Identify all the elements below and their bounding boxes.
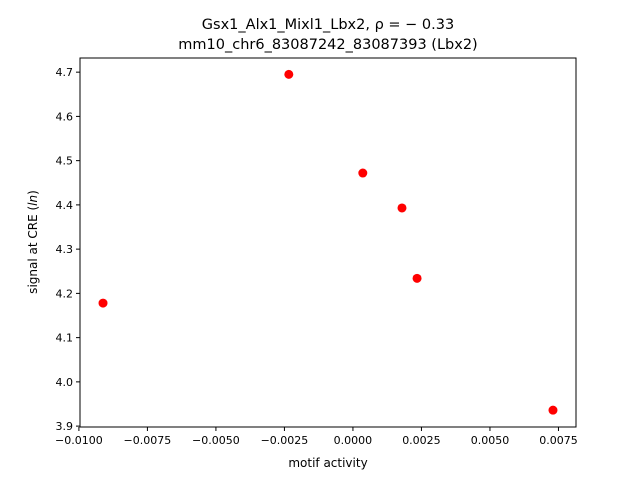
x-axis-label: motif activity [288,456,367,470]
x-tick-label: −0.0025 [261,434,309,447]
data-point [284,69,294,79]
data-point [412,273,422,283]
y-tick-label: 4.2 [56,287,74,300]
data-point [548,405,558,415]
x-tick-label: −0.0075 [124,434,172,447]
x-tick-label: 0.0050 [471,434,510,447]
data-point [358,168,368,178]
y-tick-label: 4.7 [56,66,74,79]
chart-title-line1: Gsx1_Alx1_Mixl1_Lbx2, ρ = − 0.33 [202,17,454,33]
y-tick-label: 4.4 [56,199,74,212]
y-axis-label: signal at CRE (ln) [26,190,40,294]
y-tick-label: 4.1 [56,332,74,345]
y-tick-label: 4.0 [56,376,74,389]
y-tick-label: 3.9 [56,420,74,433]
x-tick-label: 0.0000 [334,434,373,447]
chart-title-line2: mm10_chr6_83087242_83087393 (Lbx2) [178,37,477,53]
y-tick-label: 4.3 [56,243,74,256]
data-point [98,298,108,308]
data-point [397,203,407,213]
y-tick-label: 4.5 [56,155,74,168]
x-tick-label: −0.0100 [55,434,103,447]
x-tick-label: 0.0075 [539,434,578,447]
y-tick-label: 4.6 [56,110,74,123]
x-tick-label: −0.0050 [192,434,240,447]
x-tick-label: 0.0025 [402,434,441,447]
plot-frame [79,57,577,428]
